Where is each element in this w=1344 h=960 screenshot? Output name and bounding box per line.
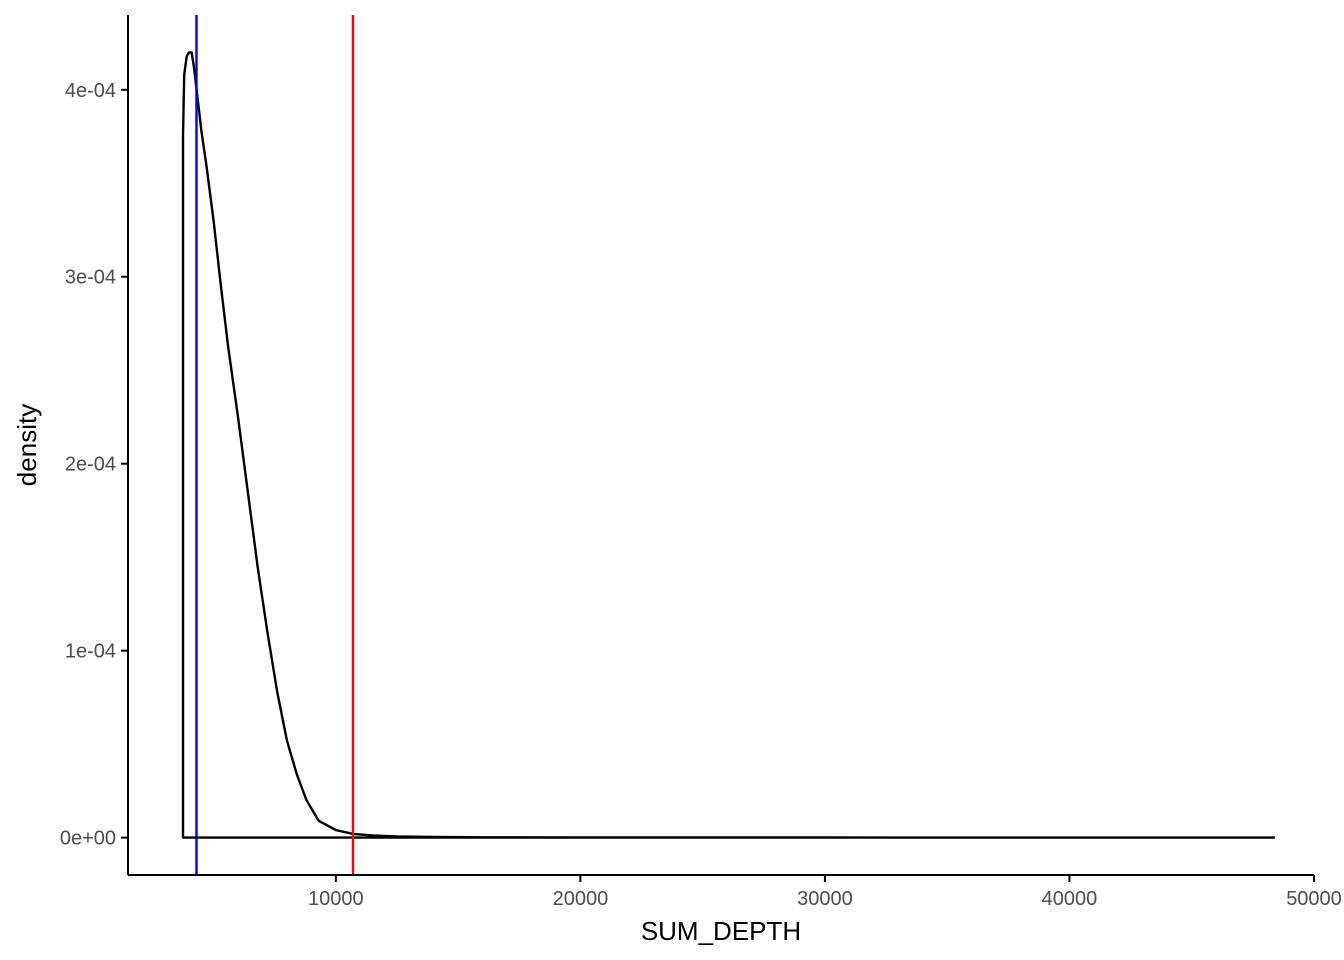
x-tick-label: 30000 <box>797 888 853 910</box>
x-tick-label: 10000 <box>308 888 364 910</box>
plot-area <box>181 15 1275 875</box>
x-tick-label: 40000 <box>1042 888 1098 910</box>
y-axis-title: density <box>12 404 42 486</box>
y-axis-ticks: 0e+00 1e-04 2e-04 3e-04 4e-04 <box>60 80 128 850</box>
x-axis-ticks: 10000 20000 30000 40000 50000 <box>308 875 1342 910</box>
y-tick-label: 2e-04 <box>65 454 116 476</box>
y-tick-label: 4e-04 <box>65 80 116 102</box>
x-tick-label: 50000 <box>1286 888 1342 910</box>
x-axis-title: SUM_DEPTH <box>641 916 801 946</box>
y-tick-label: 0e+00 <box>60 828 116 850</box>
y-tick-label: 1e-04 <box>65 641 116 663</box>
y-tick-label: 3e-04 <box>65 267 116 289</box>
density-curve <box>181 51 1275 839</box>
x-tick-label: 20000 <box>553 888 609 910</box>
